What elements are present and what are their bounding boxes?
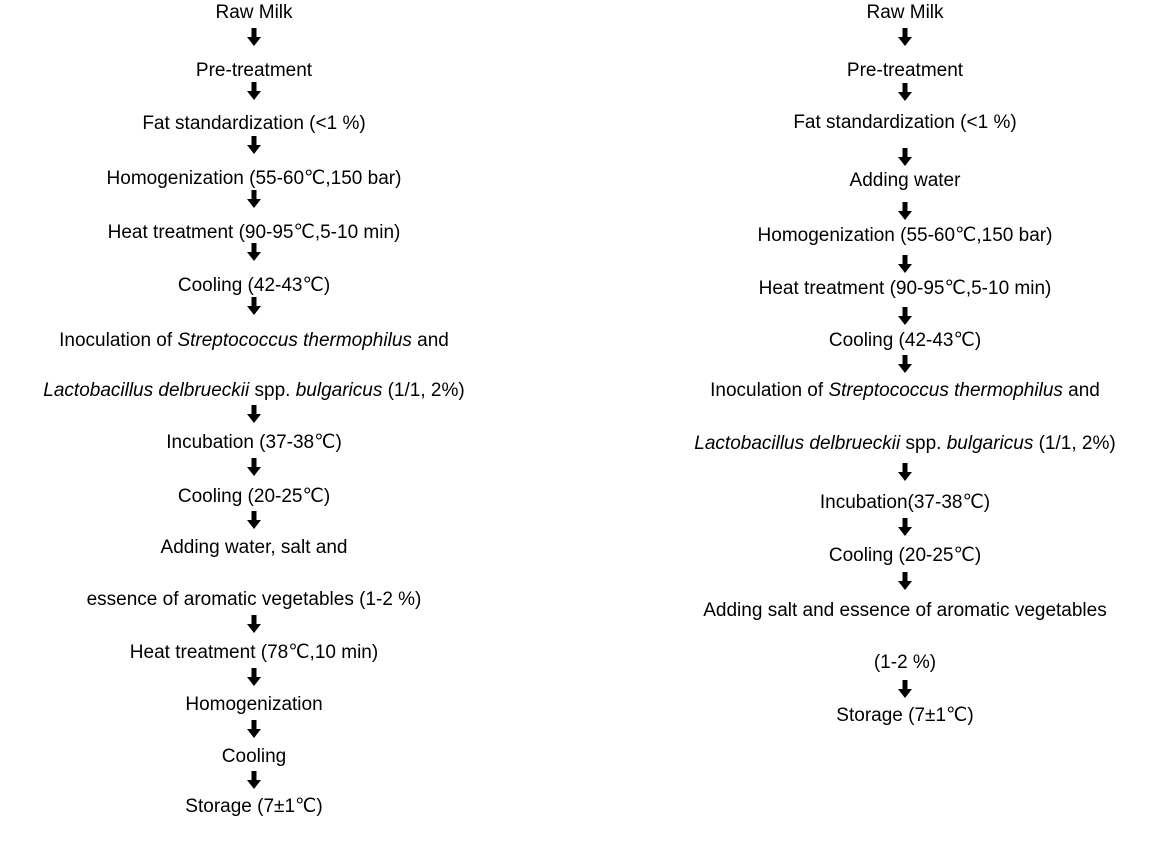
- down-arrow-icon: [247, 511, 261, 529]
- step-text: Fat standardization (<1 %): [793, 112, 1017, 133]
- step-text: Pre-treatment: [195, 60, 313, 81]
- down-arrow-icon: [898, 307, 912, 325]
- down-arrow-icon: [247, 243, 261, 261]
- flow-step: Homogenization (55-60℃,150 bar): [9, 168, 499, 190]
- down-arrow-icon: [898, 572, 912, 590]
- down-arrow-icon: [247, 668, 261, 686]
- flow-step: Storage (7±1℃): [645, 705, 1165, 727]
- flow-step: Adding water, salt and: [9, 537, 499, 559]
- step-text: Pre-treatment: [846, 60, 964, 81]
- flow-step: Pre-treatment: [645, 60, 1165, 82]
- flow-step: Incubation (37-38℃): [9, 432, 499, 454]
- down-arrow-icon: [898, 83, 912, 101]
- step-text: Cooling (42-43℃): [828, 330, 982, 351]
- step-text: Cooling: [221, 746, 287, 767]
- flow-step: Heat treatment (78℃,10 min): [9, 642, 499, 664]
- step-text: spp.: [249, 380, 296, 401]
- down-arrow-icon: [898, 148, 912, 166]
- down-arrow-icon: [247, 771, 261, 789]
- flow-step: Fat standardization (<1 %): [9, 113, 499, 135]
- down-arrow-icon: [898, 518, 912, 536]
- flow-step: Heat treatment (90-95℃,5-10 min): [9, 222, 499, 244]
- step-text: Storage (7±1℃): [185, 796, 323, 817]
- flow-step: Adding water: [645, 170, 1165, 192]
- flow-step: Adding salt and essence of aromatic vege…: [645, 600, 1165, 622]
- step-text: and: [1062, 380, 1100, 401]
- flow-step: Pre-treatment: [9, 60, 499, 82]
- species-name: Streptococcus thermophilus: [828, 380, 1063, 401]
- step-text: (1/1, 2%): [1033, 433, 1116, 454]
- step-text: Inoculation of: [59, 330, 178, 351]
- step-text: Heat treatment (78℃,10 min): [129, 642, 379, 663]
- down-arrow-icon: [898, 255, 912, 273]
- species-name: Streptococcus thermophilus: [177, 330, 412, 351]
- step-text: Homogenization (55-60℃,150 bar): [106, 168, 402, 189]
- step-text: Incubation (37-38℃): [166, 432, 342, 453]
- down-arrow-icon: [247, 28, 261, 46]
- flow-step: Cooling (42-43℃): [9, 275, 499, 297]
- step-text: Inoculation of: [710, 380, 829, 401]
- flow-step: Inoculation of Streptococcus thermophilu…: [645, 380, 1165, 402]
- step-text: Homogenization (55-60℃,150 bar): [757, 225, 1053, 246]
- step-text: Cooling (42-43℃): [177, 275, 331, 296]
- flow-step: Inoculation of Streptococcus thermophilu…: [9, 330, 499, 352]
- step-text: Heat treatment (90-95℃,5-10 min): [107, 222, 401, 243]
- down-arrow-icon: [247, 190, 261, 208]
- flow-step: Fat standardization (<1 %): [645, 112, 1165, 134]
- step-text: essence of aromatic vegetables (1-2 %): [86, 589, 422, 610]
- species-name: bulgaricus: [946, 433, 1034, 454]
- step-text: Heat treatment (90-95℃,5-10 min): [758, 278, 1052, 299]
- step-text: Cooling (20-25℃): [177, 486, 331, 507]
- step-text: Fat standardization (<1 %): [142, 113, 366, 134]
- down-arrow-icon: [898, 355, 912, 373]
- step-text: spp.: [900, 433, 947, 454]
- flow-step: Heat treatment (90-95℃,5-10 min): [645, 278, 1165, 300]
- flow-step: Cooling (20-25℃): [645, 545, 1165, 567]
- flow-step: Incubation(37-38℃): [645, 492, 1165, 514]
- down-arrow-icon: [898, 463, 912, 481]
- flow-step: Homogenization: [9, 694, 499, 716]
- flow-step: (1-2 %): [645, 652, 1165, 674]
- down-arrow-icon: [247, 615, 261, 633]
- down-arrow-icon: [247, 297, 261, 315]
- species-name: Lactobacillus delbrueckii: [43, 380, 250, 401]
- step-text: Cooling (20-25℃): [828, 545, 982, 566]
- down-arrow-icon: [898, 202, 912, 220]
- step-text: Adding water, salt and: [160, 537, 348, 558]
- step-text: Incubation(37-38℃): [819, 492, 991, 513]
- step-text: Storage (7±1℃): [836, 705, 974, 726]
- step-text: and: [411, 330, 449, 351]
- down-arrow-icon: [898, 680, 912, 698]
- species-name: Lactobacillus delbrueckii: [694, 433, 901, 454]
- flow-step: essence of aromatic vegetables (1-2 %): [9, 589, 499, 611]
- down-arrow-icon: [898, 28, 912, 46]
- down-arrow-icon: [247, 82, 261, 100]
- down-arrow-icon: [247, 720, 261, 738]
- flow-step: Cooling (20-25℃): [9, 486, 499, 508]
- flow-step: Lactobacillus delbrueckii spp. bulgaricu…: [9, 380, 499, 402]
- step-text: (1-2 %): [873, 652, 937, 673]
- step-text: Raw Milk: [215, 2, 293, 23]
- flow-step: Cooling (42-43℃): [645, 330, 1165, 352]
- step-text: Adding water: [849, 170, 961, 191]
- step-text: (1/1, 2%): [382, 380, 465, 401]
- step-text: Homogenization: [185, 694, 323, 715]
- species-name: bulgaricus: [295, 380, 383, 401]
- flow-step: Storage (7±1℃): [9, 796, 499, 818]
- flow-step: Homogenization (55-60℃,150 bar): [645, 225, 1165, 247]
- flow-step: Lactobacillus delbrueckii spp. bulgaricu…: [645, 433, 1165, 455]
- flow-step: Raw Milk: [9, 2, 499, 24]
- flow-step: Cooling: [9, 746, 499, 768]
- flow-step: Raw Milk: [645, 2, 1165, 24]
- step-text: Adding salt and essence of aromatic vege…: [703, 600, 1107, 621]
- down-arrow-icon: [247, 458, 261, 476]
- down-arrow-icon: [247, 405, 261, 423]
- down-arrow-icon: [247, 136, 261, 154]
- step-text: Raw Milk: [866, 2, 944, 23]
